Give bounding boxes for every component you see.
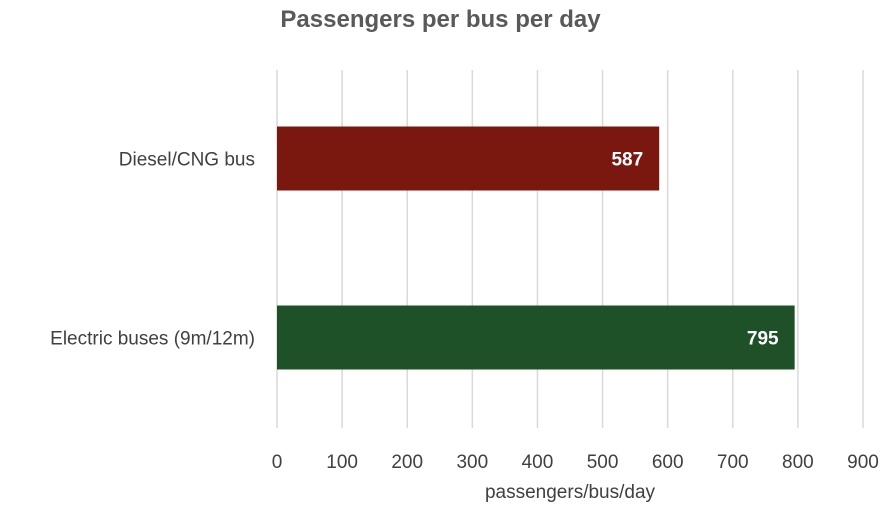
x-tick-label: 800 bbox=[782, 452, 814, 473]
bar bbox=[277, 126, 660, 191]
x-tick-label: 700 bbox=[717, 452, 749, 473]
x-tick-label: 600 bbox=[652, 452, 684, 473]
bars: 587 795 bbox=[277, 126, 795, 370]
category-labels: Diesel/CNG bus Electric buses (9m/12m) bbox=[50, 150, 255, 350]
x-tick-label: 0 bbox=[272, 452, 283, 473]
chart-title: Passengers per bus per day bbox=[280, 6, 601, 33]
x-tick-label: 300 bbox=[456, 452, 488, 473]
data-label: 587 bbox=[611, 150, 643, 171]
x-tick-label: 500 bbox=[587, 452, 619, 473]
x-tick-label: 100 bbox=[326, 452, 358, 473]
bar bbox=[277, 305, 795, 370]
x-tick-label: 900 bbox=[847, 452, 879, 473]
gridlines bbox=[276, 70, 864, 428]
x-tick-labels: 0 100 200 300 400 500 600 700 800 900 bbox=[272, 452, 879, 473]
x-tick-label: 200 bbox=[391, 452, 423, 473]
x-tick-label: 400 bbox=[522, 452, 554, 473]
category-label: Diesel/CNG bus bbox=[119, 150, 255, 171]
data-label: 795 bbox=[747, 329, 779, 350]
x-axis-title: passengers/bus/day bbox=[484, 482, 656, 503]
category-label: Electric buses (9m/12m) bbox=[50, 329, 255, 350]
